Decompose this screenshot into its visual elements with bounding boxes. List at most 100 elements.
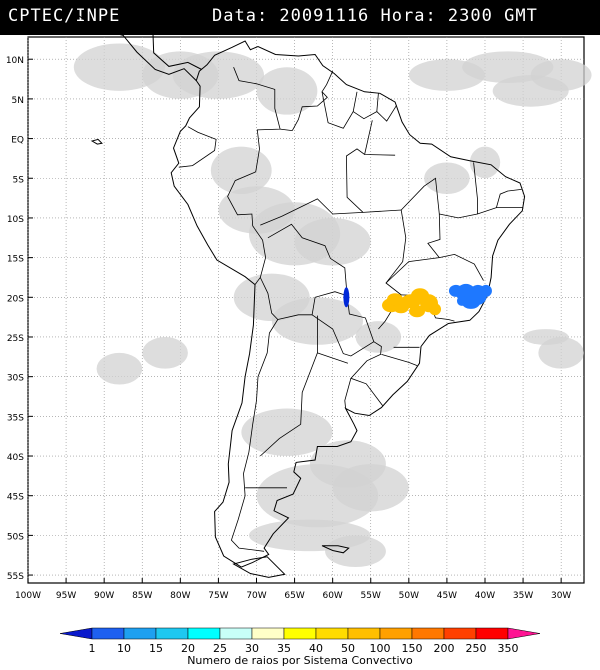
legend-swatch: [123, 627, 157, 640]
border-line: [227, 171, 267, 285]
lat-tick-label: 10N: [6, 56, 24, 66]
lat-tick-label: 45S: [7, 493, 24, 503]
cloud-patch: [294, 218, 371, 266]
land-layer: [73, 11, 526, 578]
border-line: [473, 162, 478, 214]
lat-tick-label: 10S: [7, 215, 24, 225]
orange-cluster: [382, 288, 442, 318]
legend-swatch: [507, 627, 541, 640]
border-line: [381, 354, 418, 366]
legend-swatch: [443, 627, 477, 640]
lon-tick-label: 60W: [322, 591, 342, 601]
legend-label: 10: [117, 642, 131, 655]
border-line: [317, 352, 349, 364]
border-line: [259, 277, 279, 320]
lon-tick-label: 85W: [132, 591, 152, 601]
cloud-patch: [73, 43, 165, 91]
border-line: [233, 67, 281, 172]
title-bar: CPTEC/INPE Data: 20091116 Hora: 2300 GMT: [0, 0, 600, 35]
lon-tick-label: 90W: [94, 591, 114, 601]
galapagos-islands: [90, 138, 103, 145]
legend-swatch: [347, 627, 381, 640]
lat-tick-label: 20S: [7, 294, 24, 304]
legend-label: 35: [277, 642, 291, 655]
border-line: [332, 209, 407, 330]
border-line: [321, 91, 358, 129]
lat-tick-label: 30S: [7, 374, 24, 384]
legend-swatch: [283, 627, 317, 640]
lon-tick-label: 55W: [361, 591, 381, 601]
cloud-patch: [538, 337, 584, 369]
source-label: CPTEC/INPE: [8, 6, 121, 26]
legend-swatch: [91, 627, 125, 640]
border-line: [260, 198, 333, 226]
lat-tick-label: 55S: [7, 572, 24, 582]
lat-tick-label: 40S: [7, 453, 24, 463]
border-line: [311, 295, 375, 357]
legend-swatch: [187, 627, 221, 640]
legend-label: 15: [149, 642, 163, 655]
legend-label: 350: [498, 642, 519, 655]
datetime-label: Data: 20091116 Hora: 2300 GMT: [212, 6, 538, 26]
blue-cell-west: [343, 287, 350, 308]
border-line: [260, 315, 318, 457]
cloud-layer: [73, 43, 592, 568]
lon-tick-label: 70W: [246, 591, 266, 601]
falkland-islands: [321, 545, 350, 554]
legend-swatch: [411, 627, 445, 640]
legend-label: 20: [181, 642, 195, 655]
lat-tick-label: 35S: [7, 413, 24, 423]
lon-tick-label: 30W: [551, 591, 571, 601]
axis-layer: 10N 5N EQ 5S 10S 15S 20S 25S 30S 35S 40S 45S 50S 55S 1…: [6, 56, 572, 601]
lat-tick-label: 15S: [7, 255, 24, 265]
cloud-patch: [530, 59, 592, 91]
legend-label: 150: [402, 642, 423, 655]
border-line: [178, 126, 217, 168]
tierra-del-fuego: [232, 556, 286, 578]
cloud-patch: [355, 321, 402, 353]
legend-swatch: [315, 627, 349, 640]
lon-tick-label: 45W: [437, 591, 457, 601]
border-line: [280, 128, 293, 131]
cloud-patch: [210, 146, 272, 195]
legend-swatch: [59, 627, 93, 640]
border-line: [230, 319, 279, 552]
border-line: [376, 105, 397, 122]
border-line: [352, 93, 379, 120]
lon-tick-label: 35W: [513, 591, 533, 601]
legend-caption: Numero de raios por Sistema Convectivo: [187, 654, 413, 667]
central-america-coast: [73, 11, 197, 81]
legend-label: 100: [370, 642, 391, 655]
border-line: [345, 148, 396, 213]
legend-label: 40: [309, 642, 323, 655]
legend-label: 200: [434, 642, 455, 655]
legend-label: 1: [89, 642, 96, 655]
legend-swatch: [155, 627, 189, 640]
border-line: [439, 253, 484, 281]
legend-colorbar: 1 10 15 20 25 30 35 40 50 100 150 200 250 350: [59, 627, 541, 655]
border-line: [291, 70, 334, 131]
cloud-patch: [462, 51, 554, 83]
border-line: [267, 223, 348, 320]
legend-label: 30: [245, 642, 259, 655]
cloud-patch: [325, 535, 386, 568]
border-line: [496, 189, 522, 208]
lon-tick-label: 75W: [208, 591, 228, 601]
cloud-patch: [241, 408, 333, 456]
border-line: [344, 378, 352, 409]
border-line: [350, 341, 384, 407]
legend-label: 25: [213, 642, 227, 655]
lon-tick-label: 50W: [399, 591, 419, 601]
blue-cluster-east: [448, 283, 492, 309]
lat-tick-label: 5N: [12, 96, 24, 106]
lat-tick-label: EQ: [11, 136, 24, 146]
lon-tick-label: 65W: [284, 591, 304, 601]
legend-label: 50: [341, 642, 355, 655]
lat-tick-label: 5S: [13, 175, 25, 185]
lon-tick-label: 40W: [475, 591, 495, 601]
legend-swatch: [475, 627, 509, 640]
legend-swatch: [219, 627, 253, 640]
cloud-patch: [172, 51, 265, 99]
storm-layer: [343, 283, 492, 318]
cloud-patch: [256, 67, 318, 115]
